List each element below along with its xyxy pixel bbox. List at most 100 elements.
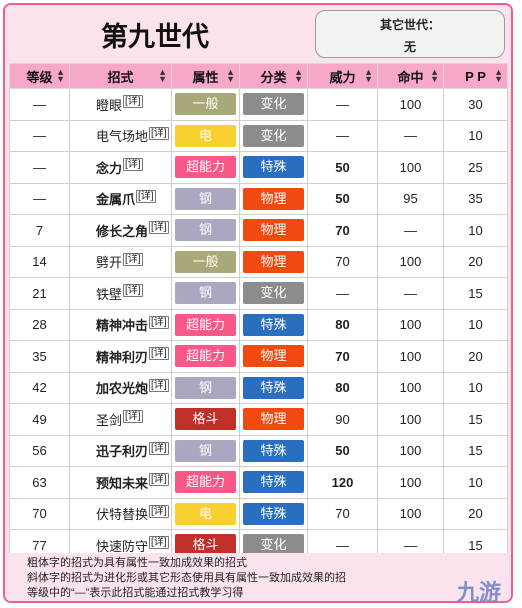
pp-cell: 15 bbox=[443, 403, 508, 436]
detail-link[interactable]: [详] bbox=[149, 441, 169, 455]
category-badge[interactable]: 特殊 bbox=[243, 156, 304, 179]
sort-icon[interactable]: ▲ ▼ bbox=[56, 67, 65, 84]
move-name-link[interactable]: 铁壁 bbox=[96, 286, 123, 302]
category-badge[interactable]: 变化 bbox=[243, 93, 304, 116]
move-name-link[interactable]: 加农光炮 bbox=[96, 381, 149, 397]
column-header[interactable]: 招式 ▲ ▼ bbox=[69, 63, 172, 89]
category-badge[interactable]: 特殊 bbox=[243, 313, 304, 336]
table-row: — 瞪眼 [详] 一般 变化 —100 30 bbox=[9, 88, 508, 121]
move-name-link[interactable]: 预知未来 bbox=[96, 475, 149, 491]
move-name-link[interactable]: 圣剑 bbox=[96, 412, 123, 428]
category-badge[interactable]: 物理 bbox=[243, 250, 304, 273]
sort-icon[interactable]: ▲ ▼ bbox=[158, 67, 167, 84]
type-badge[interactable]: 电 bbox=[175, 502, 236, 525]
column-header[interactable]: 属性 ▲ ▼ bbox=[171, 63, 240, 89]
detail-link[interactable]: [详] bbox=[149, 347, 169, 361]
detail-link[interactable]: [详] bbox=[149, 315, 169, 329]
pp-cell: 20 bbox=[443, 245, 508, 278]
type-badge[interactable]: 超能力 bbox=[175, 313, 236, 336]
category-badge[interactable]: 变化 bbox=[243, 534, 304, 557]
detail-link[interactable]: [详] bbox=[136, 189, 156, 203]
move-name-link[interactable]: 伏特替换 bbox=[96, 507, 149, 523]
move-name-link[interactable]: 破坏光线 bbox=[96, 602, 148, 603]
category-badge[interactable]: 变化 bbox=[243, 282, 304, 305]
detail-link[interactable]: [详] bbox=[149, 504, 169, 518]
move-name-cell: 圣剑 [详] bbox=[69, 403, 172, 436]
type-badge[interactable]: 格斗 bbox=[175, 408, 236, 431]
move-name-link[interactable]: 劈开 bbox=[96, 255, 123, 271]
accuracy-cell: 95 bbox=[377, 182, 444, 215]
move-name-link[interactable]: 精神冲击 bbox=[96, 318, 149, 334]
pp-cell: 10 bbox=[443, 214, 508, 247]
sort-icon[interactable]: ▲ ▼ bbox=[430, 67, 439, 84]
detail-link[interactable]: [详] bbox=[149, 126, 169, 140]
sort-icon[interactable]: ▲ ▼ bbox=[226, 67, 235, 84]
type-badge[interactable]: 一般 bbox=[175, 250, 236, 273]
sort-icon[interactable]: ▲ ▼ bbox=[494, 67, 503, 84]
move-name-link[interactable]: 快速防守 bbox=[96, 538, 149, 554]
detail-link[interactable]: [详] bbox=[149, 221, 169, 235]
category-badge[interactable]: 变化 bbox=[243, 124, 304, 147]
detail-link[interactable]: [详] bbox=[149, 378, 169, 392]
move-name-link[interactable]: 迅子利刃 bbox=[96, 444, 149, 460]
category-badge[interactable]: 物理 bbox=[243, 187, 304, 210]
detail-link[interactable]: [详] bbox=[149, 536, 169, 550]
sort-icon[interactable]: ▲ ▼ bbox=[364, 67, 373, 84]
type-badge[interactable]: 钢 bbox=[175, 219, 236, 242]
pp-cell: 20 bbox=[443, 340, 508, 373]
category-badge[interactable]: 物理 bbox=[243, 345, 304, 368]
accuracy-cell: 100 bbox=[377, 466, 444, 499]
category-badge[interactable]: 特殊 bbox=[243, 439, 304, 462]
power-cell: 50 bbox=[307, 151, 378, 184]
type-cell: 钢 bbox=[171, 182, 240, 215]
other-generations-value: 无 bbox=[403, 40, 416, 54]
move-name-link[interactable]: 念力 bbox=[96, 160, 123, 176]
category-badge[interactable]: 特殊 bbox=[243, 471, 304, 494]
type-badge[interactable]: 格斗 bbox=[175, 534, 236, 557]
column-header[interactable]: 等级 ▲ ▼ bbox=[9, 63, 70, 89]
type-cell: 电 bbox=[171, 497, 240, 530]
detail-link[interactable]: [详] bbox=[123, 252, 143, 266]
type-badge[interactable]: 钢 bbox=[175, 187, 236, 210]
accuracy-cell: 100 bbox=[377, 340, 444, 373]
column-header[interactable]: P P ▲ ▼ bbox=[443, 63, 508, 89]
power-cell: 70 bbox=[307, 340, 378, 373]
type-badge[interactable]: 超能力 bbox=[175, 156, 236, 179]
type-badge[interactable]: 电 bbox=[175, 124, 236, 147]
pp-cell: 10 bbox=[443, 466, 508, 499]
move-name-link[interactable]: 瞪眼 bbox=[96, 97, 123, 113]
other-generations-box[interactable]: 其它世代： 无 bbox=[315, 10, 505, 58]
category-cell: 物理 bbox=[239, 245, 308, 278]
detail-link[interactable]: [详] bbox=[123, 410, 143, 424]
category-badge[interactable]: 特殊 bbox=[243, 502, 304, 525]
type-badge[interactable]: 钢 bbox=[175, 439, 236, 462]
accuracy-cell: — bbox=[377, 214, 444, 247]
column-header-label: 分类 bbox=[260, 69, 287, 85]
detail-link[interactable]: [详] bbox=[123, 95, 143, 109]
category-cell: 变化 bbox=[239, 88, 308, 121]
category-cell: 物理 bbox=[239, 182, 308, 215]
type-badge[interactable]: 钢 bbox=[175, 376, 236, 399]
move-name-link[interactable]: 修长之角 bbox=[96, 223, 149, 239]
sort-icon[interactable]: ▲ ▼ bbox=[294, 67, 303, 84]
type-badge[interactable]: 一般 bbox=[175, 93, 236, 116]
type-badge[interactable]: 超能力 bbox=[175, 471, 236, 494]
type-badge[interactable]: 钢 bbox=[175, 282, 236, 305]
type-cell: 超能力 bbox=[171, 308, 240, 341]
category-badge[interactable]: 物理 bbox=[243, 219, 304, 242]
column-header[interactable]: 分类 ▲ ▼ bbox=[239, 63, 308, 89]
move-name-link[interactable]: 精神利刃 bbox=[96, 349, 149, 365]
type-badge[interactable]: 超能力 bbox=[175, 345, 236, 368]
category-badge[interactable]: 特殊 bbox=[243, 376, 304, 399]
category-cell: 特殊 bbox=[239, 434, 308, 467]
column-header-label: 等级 bbox=[26, 69, 53, 85]
category-badge[interactable]: 物理 bbox=[243, 408, 304, 431]
column-header[interactable]: 命中 ▲ ▼ bbox=[377, 63, 444, 89]
move-name-link[interactable]: 金属爪 bbox=[96, 192, 136, 208]
table-row: 28 精神冲击 [详] 超能力 特殊 80 100 10 bbox=[9, 308, 508, 341]
detail-link[interactable]: [详] bbox=[149, 473, 169, 487]
detail-link[interactable]: [详] bbox=[123, 158, 143, 172]
column-header[interactable]: 威力 ▲ ▼ bbox=[307, 63, 378, 89]
move-name-link[interactable]: 电气场地 bbox=[96, 129, 149, 145]
detail-link[interactable]: [详] bbox=[123, 284, 143, 298]
